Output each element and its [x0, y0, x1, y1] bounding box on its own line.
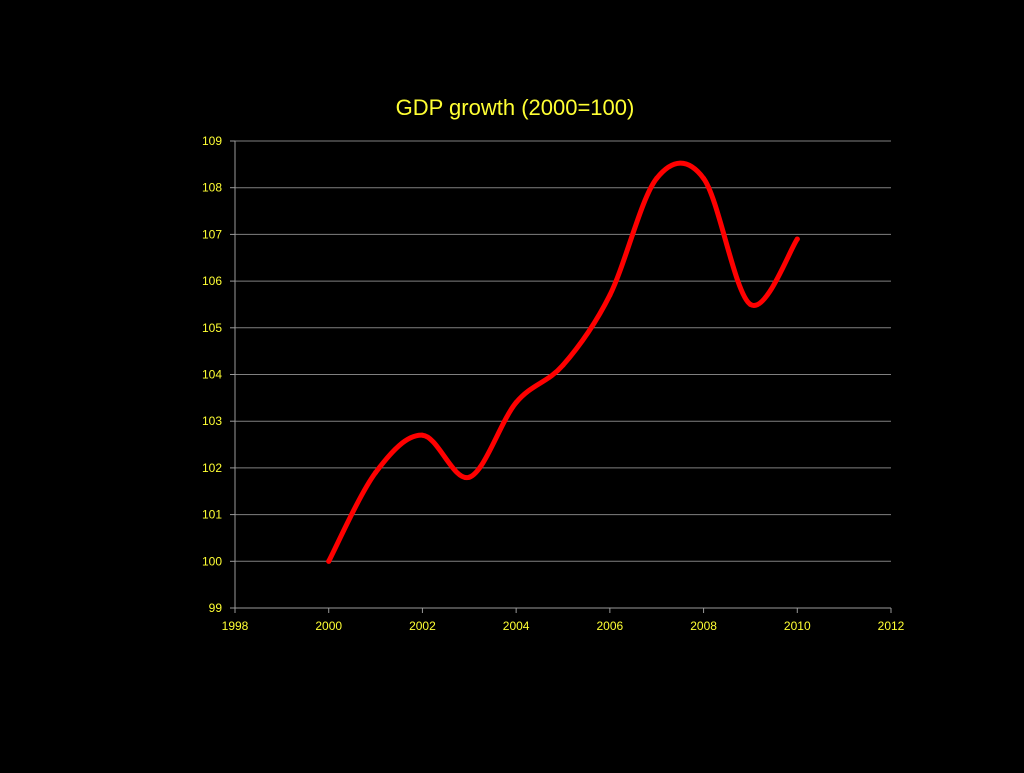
x-tick-label: 2002	[409, 619, 436, 633]
y-tick-label: 104	[202, 368, 222, 382]
x-tick-labels: 1998 2000 2002 2004 2006 2008 2010 2012	[222, 619, 905, 633]
x-tick-label: 2010	[784, 619, 811, 633]
y-tick-label: 100	[202, 554, 222, 568]
data-point	[607, 292, 613, 298]
chart-title: GDP growth (2000=100)	[396, 95, 635, 120]
y-tick-label: 99	[209, 601, 223, 615]
grid-lines	[235, 140, 891, 562]
axes	[230, 140, 892, 613]
y-tick-labels: 99 100 101 102 103 104 105 106 107 108 109	[202, 134, 222, 615]
x-tick-label: 2006	[597, 619, 624, 633]
data-point	[747, 301, 753, 307]
y-tick-label: 109	[202, 134, 222, 148]
data-point	[373, 470, 379, 476]
y-tick-label: 105	[202, 321, 222, 335]
data-point	[326, 558, 332, 564]
data-point	[654, 175, 660, 181]
y-tick-label: 107	[202, 227, 222, 241]
x-tick-label: 2004	[503, 619, 530, 633]
series-line	[326, 160, 800, 564]
y-tick-label: 101	[202, 508, 222, 522]
data-point	[560, 362, 566, 368]
x-tick-label: 1998	[222, 619, 249, 633]
data-point	[701, 175, 707, 181]
data-point	[794, 236, 800, 242]
series-layer	[326, 160, 800, 564]
y-tick-label: 108	[202, 181, 222, 195]
y-tick-label: 102	[202, 461, 222, 475]
x-tick-label: 2008	[690, 619, 717, 633]
x-tick-label: 2000	[315, 619, 342, 633]
x-tick-label: 2012	[878, 619, 905, 633]
y-tick-label: 103	[202, 414, 222, 428]
y-tick-label: 106	[202, 274, 222, 288]
data-point	[419, 432, 425, 438]
data-point	[466, 474, 472, 480]
data-point	[513, 400, 519, 406]
